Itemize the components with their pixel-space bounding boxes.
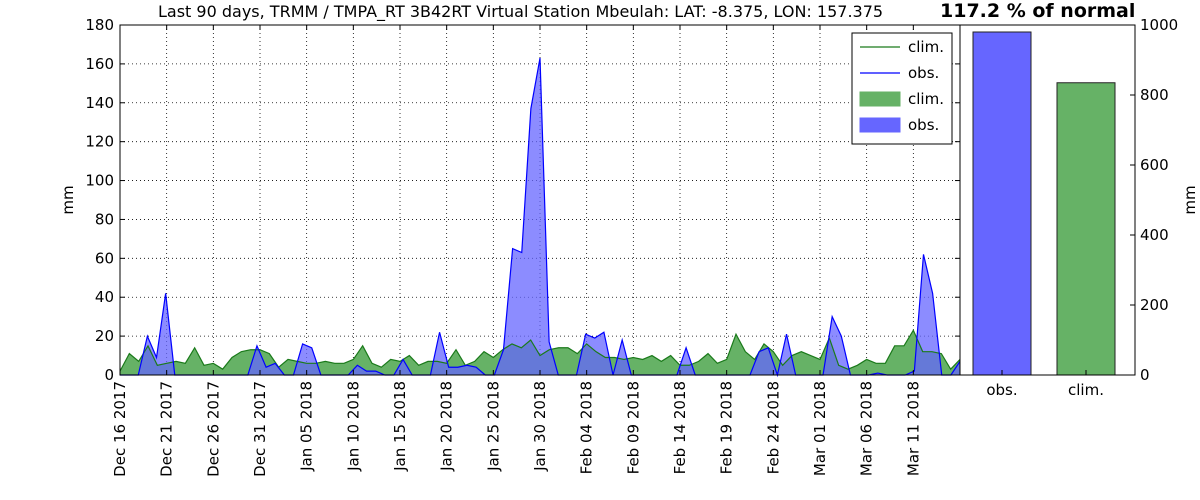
x-tick-label: Jan 25 2018 xyxy=(484,381,502,472)
y-tick-label: 100 xyxy=(85,172,114,190)
clim-area xyxy=(120,330,960,375)
y-tick-label: 200 xyxy=(1140,296,1169,314)
y-tick-label: 180 xyxy=(85,16,114,34)
percent-of-normal: 117.2 % of normal xyxy=(940,0,1136,22)
bar-category-label: obs. xyxy=(986,381,1017,399)
y-tick-label: 0 xyxy=(1140,366,1150,384)
x-tick-label: Mar 06 2018 xyxy=(858,381,876,476)
x-tick-label: Dec 16 2017 xyxy=(111,381,129,477)
y-tick-label: 0 xyxy=(104,366,114,384)
legend-label: obs. xyxy=(908,64,939,82)
y-tick-label: 160 xyxy=(85,55,114,73)
x-tick-label: Dec 26 2017 xyxy=(204,381,222,477)
x-tick-label: Dec 21 2017 xyxy=(158,381,176,477)
x-tick-label: Jan 05 2018 xyxy=(298,381,316,472)
bar-frame xyxy=(959,24,1136,376)
x-tick-label: Jan 10 2018 xyxy=(344,381,362,472)
y-tick-label: 60 xyxy=(95,249,114,267)
y-tick-label: 600 xyxy=(1140,156,1169,174)
y-tick-label: 400 xyxy=(1140,226,1169,244)
y-axis-label: mm xyxy=(59,185,77,214)
x-tick-label: Mar 01 2018 xyxy=(811,381,829,476)
x-tick-label: Feb 24 2018 xyxy=(764,381,782,474)
y-tick-label: 20 xyxy=(95,327,114,345)
bar xyxy=(1056,82,1116,376)
x-tick-label: Mar 11 2018 xyxy=(904,381,922,476)
x-tick-label: Feb 19 2018 xyxy=(718,381,736,474)
legend-patch-swatch xyxy=(859,117,901,133)
chart-title: Last 90 days, TRMM / TMPA_RT 3B42RT Virt… xyxy=(158,2,884,21)
clim-line xyxy=(119,328,961,372)
legend-patch-swatch xyxy=(859,91,901,107)
bar-category-label: clim. xyxy=(1068,381,1104,399)
y-axis-label: mm xyxy=(1181,185,1199,214)
legend-label: clim. xyxy=(908,90,944,108)
y-tick-label: 80 xyxy=(95,210,114,228)
y-tick-label: 1000 xyxy=(1140,16,1178,34)
y-tick-label: 140 xyxy=(85,94,114,112)
y-tick-label: 800 xyxy=(1140,86,1169,104)
x-tick-label: Feb 14 2018 xyxy=(671,381,689,474)
x-tick-label: Dec 31 2017 xyxy=(251,381,269,477)
x-tick-label: Feb 04 2018 xyxy=(578,381,596,474)
x-tick-label: Jan 15 2018 xyxy=(391,381,409,472)
obs-area xyxy=(120,58,960,376)
y-tick-label: 120 xyxy=(85,133,114,151)
x-tick-label: Feb 09 2018 xyxy=(624,381,642,474)
legend-label: obs. xyxy=(908,116,939,134)
legend-label: clim. xyxy=(908,38,944,56)
x-tick-label: Jan 20 2018 xyxy=(438,381,456,472)
x-tick-label: Jan 30 2018 xyxy=(531,381,549,472)
bar xyxy=(972,31,1032,376)
y-tick-label: 40 xyxy=(95,288,114,306)
